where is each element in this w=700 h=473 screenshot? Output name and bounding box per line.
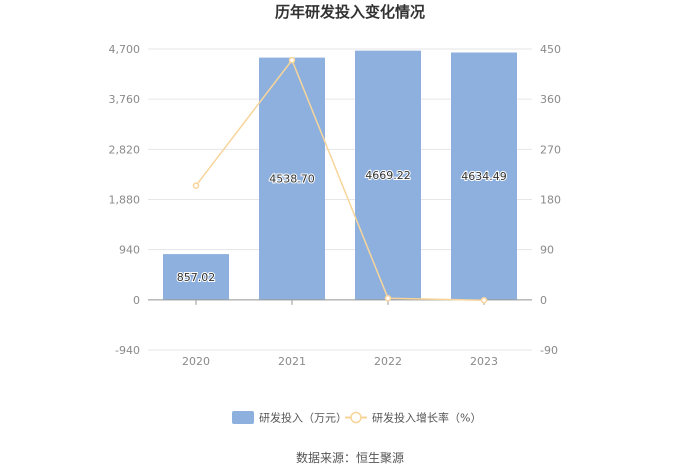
chart-title: 历年研发投入变化情况 [275, 3, 425, 21]
y-right-tick-label: 360 [540, 93, 561, 106]
y-left-tick-label: 2,820 [109, 143, 141, 156]
x-tick-label: 2023 [470, 355, 498, 368]
bar-value-label: 4538.70 [269, 173, 315, 186]
legend-bar-label: 研发投入（万元） [259, 411, 347, 425]
y-right-tick-label: 450 [540, 43, 561, 56]
y-right-tick-label: -90 [540, 344, 558, 357]
y-right-tick-label: 180 [540, 194, 561, 207]
bar-value-label: 4634.49 [461, 170, 507, 183]
legend: 研发投入（万元） 研发投入增长率（%） [232, 411, 481, 425]
bar-value-label: 4669.22 [365, 169, 411, 182]
y-left-tick-label: 0 [133, 294, 140, 307]
bar-value-label: 857.02 [177, 271, 216, 284]
y-right-tick-label: 270 [540, 143, 561, 156]
x-tick-label: 2022 [374, 355, 402, 368]
x-tick-label: 2020 [182, 355, 210, 368]
y-right-tick-label: 0 [540, 294, 547, 307]
y-left-tick-label: 940 [119, 244, 140, 257]
x-tick-label: 2021 [278, 355, 306, 368]
axes: -940 0 940 1,880 2,820 3,760 4,700 -90 0 90 180 270… [109, 43, 562, 368]
growth-line [192, 56, 488, 304]
y-right-tick-label: 90 [540, 244, 554, 257]
bar [259, 57, 325, 300]
growth-point [384, 294, 392, 302]
legend-line-label: 研发投入增长率（%） [372, 411, 481, 425]
y-left-tick-label: 4,700 [109, 43, 141, 56]
y-left-tick-label: 1,880 [109, 194, 141, 207]
bar [451, 52, 517, 300]
growth-point [480, 296, 488, 304]
data-labels: 857.02 4538.70 4669.22 4634.49 [176, 168, 508, 285]
growth-point [288, 56, 296, 64]
bar [355, 50, 421, 300]
y-left-tick-label: 3,760 [109, 93, 141, 106]
bars [163, 50, 517, 300]
growth-point [192, 182, 200, 189]
y-left-tick-label: -940 [115, 344, 140, 357]
growth-line-path [195, 58, 485, 301]
bar [163, 254, 229, 300]
legend-line-marker [350, 411, 362, 424]
legend-bar-swatch [232, 411, 254, 424]
data-source: 数据来源：恒生聚源 [296, 450, 404, 465]
